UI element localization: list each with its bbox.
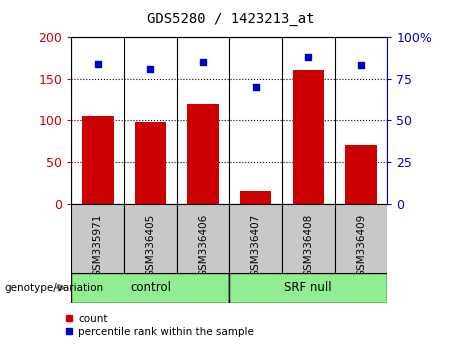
Bar: [71, 204, 124, 273]
Bar: [335, 204, 387, 273]
Text: GSM336408: GSM336408: [303, 214, 313, 277]
Bar: [82, 116, 113, 204]
Bar: [177, 204, 229, 273]
Bar: [124, 204, 177, 273]
Text: genotype/variation: genotype/variation: [5, 282, 104, 293]
Bar: [240, 191, 272, 204]
Bar: [292, 70, 324, 204]
Text: SRF null: SRF null: [284, 281, 332, 294]
Text: GSM336409: GSM336409: [356, 214, 366, 277]
Bar: [229, 273, 387, 303]
Point: [357, 63, 365, 68]
Bar: [135, 122, 166, 204]
Text: GSM336407: GSM336407: [251, 214, 260, 277]
Point: [94, 61, 101, 67]
Text: GSM336406: GSM336406: [198, 214, 208, 277]
Point: [252, 84, 260, 90]
Text: GSM335971: GSM335971: [93, 214, 103, 277]
Text: GSM336405: GSM336405: [145, 214, 155, 277]
Text: control: control: [130, 281, 171, 294]
Bar: [282, 204, 335, 273]
Bar: [229, 204, 282, 273]
Legend: count, percentile rank within the sample: count, percentile rank within the sample: [60, 310, 258, 341]
Point: [305, 54, 312, 60]
Text: GDS5280 / 1423213_at: GDS5280 / 1423213_at: [147, 12, 314, 27]
Bar: [187, 104, 219, 204]
Bar: [345, 145, 377, 204]
Point: [199, 59, 207, 65]
Bar: [71, 273, 229, 303]
Point: [147, 66, 154, 72]
